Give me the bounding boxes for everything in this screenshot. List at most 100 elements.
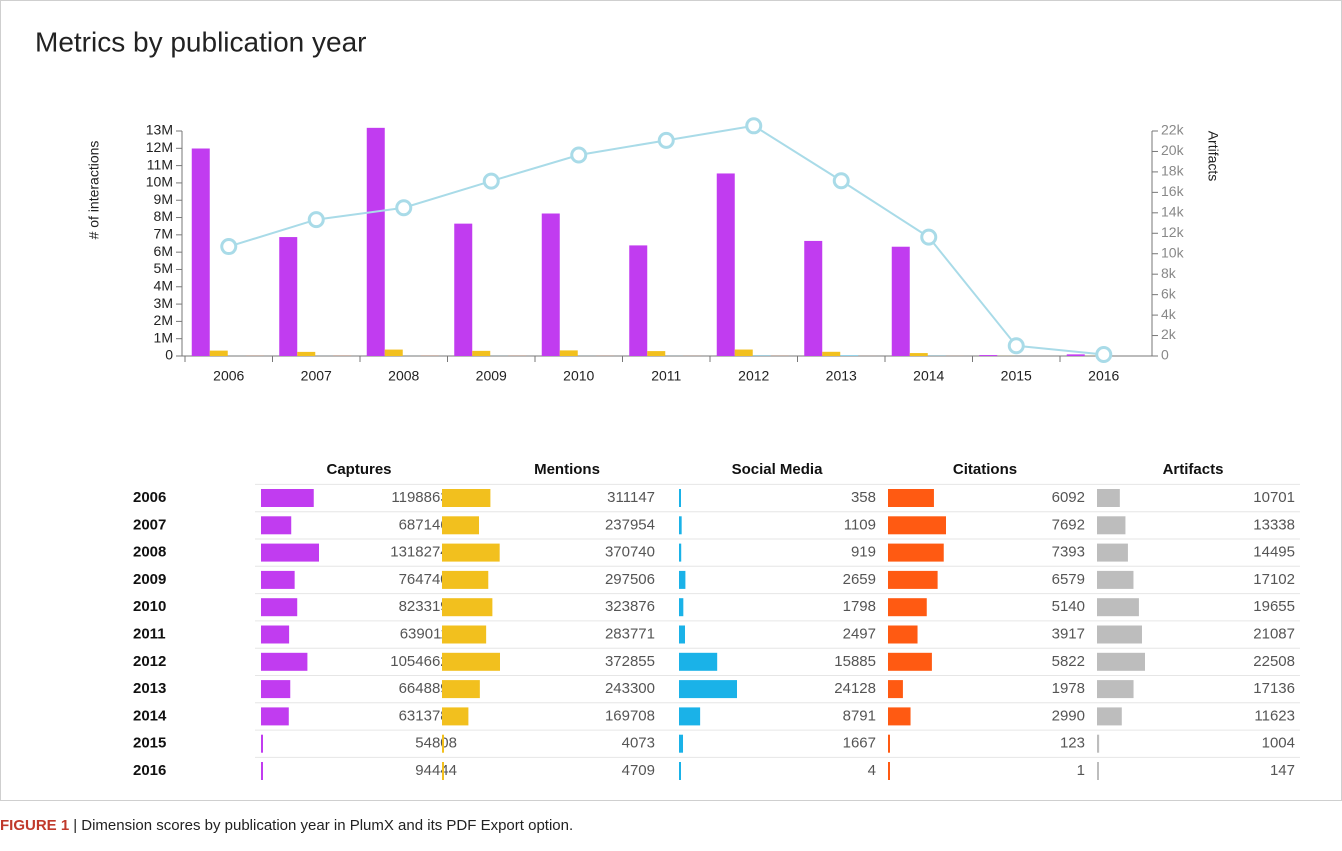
table-bar bbox=[442, 652, 500, 671]
table-value: 24128 bbox=[834, 680, 876, 697]
y2-tick-label: 2k bbox=[1161, 326, 1177, 342]
table-bar bbox=[261, 543, 319, 562]
y-tick-label: 12M bbox=[146, 139, 173, 155]
table-year: 2010 bbox=[133, 598, 166, 615]
table-bar bbox=[888, 516, 946, 535]
table-bar bbox=[1097, 625, 1142, 644]
frame bbox=[0, 0, 1342, 801]
table-value: 169708 bbox=[605, 707, 655, 724]
table-value: 7692 bbox=[1052, 516, 1085, 533]
y2-tick-label: 6k bbox=[1161, 285, 1177, 301]
bar bbox=[384, 349, 403, 356]
table-year: 2013 bbox=[133, 680, 166, 697]
x-tick-label: 2008 bbox=[388, 368, 419, 384]
table-bar bbox=[679, 489, 681, 507]
table-value: 4073 bbox=[622, 735, 655, 752]
table-value: 54808 bbox=[415, 735, 457, 752]
table-bar bbox=[261, 489, 314, 507]
table-value: 243300 bbox=[605, 680, 655, 697]
table-year: 2016 bbox=[133, 762, 166, 779]
table-value: 2497 bbox=[843, 625, 876, 642]
line-point bbox=[1095, 345, 1113, 363]
table-value: 2659 bbox=[843, 571, 876, 588]
table-header: Social Media bbox=[732, 461, 824, 478]
y-axis-title: # of interactions bbox=[86, 141, 102, 240]
chart-title: Metrics by publication year bbox=[35, 26, 366, 57]
table-bar bbox=[1097, 707, 1122, 726]
table-value: 5822 bbox=[1052, 653, 1085, 670]
caption-text: | Dimension scores by publication year i… bbox=[73, 817, 573, 834]
y-tick-label: 4M bbox=[154, 277, 173, 293]
table-bar bbox=[1097, 734, 1100, 753]
table-bar bbox=[261, 598, 298, 617]
bar bbox=[716, 173, 735, 356]
table-value: 919 bbox=[851, 544, 876, 561]
table-bar bbox=[888, 680, 903, 699]
table-value: 10546629 bbox=[390, 653, 457, 670]
table-header: Artifacts bbox=[1163, 461, 1224, 478]
table-year: 2014 bbox=[133, 707, 167, 724]
table-bar bbox=[1097, 570, 1134, 589]
table-bar bbox=[442, 680, 480, 699]
y2-tick-label: 12k bbox=[1161, 224, 1185, 240]
table-header: Captures bbox=[326, 461, 391, 478]
table-year: 2012 bbox=[133, 653, 166, 670]
x-tick-label: 2014 bbox=[913, 368, 944, 384]
y-tick-label: 9M bbox=[154, 191, 173, 207]
table-value: 1798 bbox=[843, 598, 876, 615]
y2-tick-label: 16k bbox=[1161, 183, 1185, 199]
table-value: 237954 bbox=[605, 516, 655, 533]
bar bbox=[891, 246, 910, 356]
table-value: 323876 bbox=[605, 598, 655, 615]
table-value: 13338 bbox=[1253, 516, 1295, 533]
y-tick-label: 6M bbox=[154, 243, 173, 259]
bar bbox=[454, 223, 473, 356]
table-value: 8791 bbox=[843, 707, 876, 724]
table-bar bbox=[442, 516, 480, 535]
table-year: 2006 bbox=[133, 489, 166, 506]
bar bbox=[279, 237, 298, 356]
x-tick-label: 2011 bbox=[651, 368, 681, 384]
table-value: 358 bbox=[851, 489, 876, 506]
x-tick-label: 2013 bbox=[826, 368, 857, 384]
bar bbox=[629, 245, 648, 356]
x-tick-label: 2016 bbox=[1088, 368, 1119, 384]
line-point bbox=[395, 199, 413, 217]
table-bar bbox=[679, 652, 718, 671]
bar bbox=[191, 148, 210, 356]
y-tick-label: 10M bbox=[146, 174, 173, 190]
table-value: 370740 bbox=[605, 544, 655, 561]
table-year: 2007 bbox=[133, 516, 166, 533]
table-bar bbox=[888, 570, 938, 589]
table-value: 3917 bbox=[1052, 625, 1085, 642]
table-value: 17136 bbox=[1253, 680, 1295, 697]
table-value: 372855 bbox=[605, 653, 655, 670]
table-value: 19655 bbox=[1253, 598, 1295, 615]
table-bar bbox=[888, 543, 944, 562]
line-point bbox=[745, 117, 763, 135]
table-bar bbox=[888, 707, 911, 726]
table-value: 10701 bbox=[1253, 489, 1295, 506]
table-value: 14495 bbox=[1253, 544, 1295, 561]
table-bar bbox=[442, 734, 444, 753]
table-bar bbox=[679, 543, 682, 562]
y2-tick-label: 10k bbox=[1161, 244, 1185, 260]
bar bbox=[979, 355, 998, 356]
table-bar bbox=[888, 598, 927, 617]
table-bar bbox=[888, 762, 890, 780]
table-bar bbox=[261, 680, 291, 699]
table-value: 13182740 bbox=[390, 544, 457, 561]
table-value: 5140 bbox=[1052, 598, 1085, 615]
table-bar bbox=[888, 625, 918, 644]
bar bbox=[1066, 354, 1085, 356]
table-bar bbox=[679, 734, 684, 753]
line-point bbox=[920, 228, 938, 246]
line-point bbox=[482, 172, 500, 190]
y-tick-label: 11M bbox=[147, 156, 173, 172]
table-header: Citations bbox=[953, 461, 1017, 478]
table-bar bbox=[1097, 680, 1134, 699]
y2-tick-label: 18k bbox=[1161, 163, 1185, 179]
table-bar bbox=[888, 734, 890, 753]
table-bar bbox=[442, 762, 444, 780]
y2-tick-label: 14k bbox=[1161, 204, 1185, 220]
